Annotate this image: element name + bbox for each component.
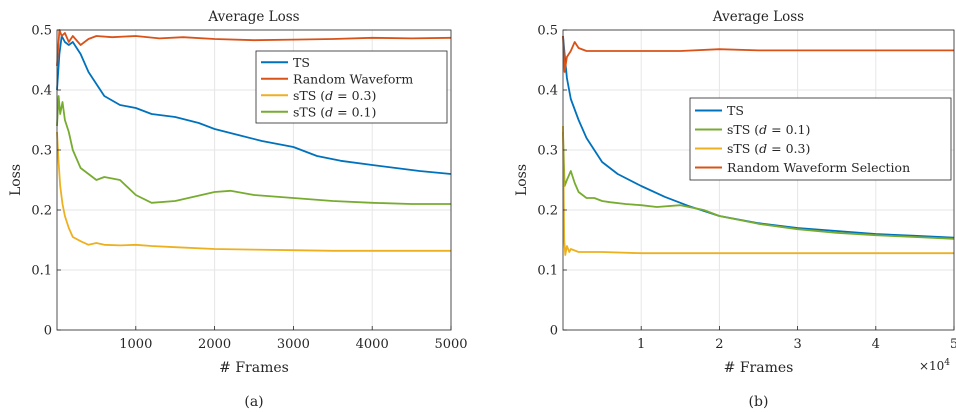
y-tick-label: 0.3 xyxy=(31,144,52,159)
series-line-0 xyxy=(562,35,955,239)
y-tick-label: 0.5 xyxy=(537,24,558,39)
y-tick-label: 0.3 xyxy=(537,144,558,159)
chart-panel-b: 1 2 3 4 5 0 0.1 0.2 0.3 0.4 0.5 ×104 Average Loss # F… xyxy=(514,9,956,410)
y-tick-label: 0.1 xyxy=(537,264,558,279)
x-tick-label: 5000 xyxy=(434,337,467,352)
y-tick-label: 0.2 xyxy=(31,204,52,219)
chart-title: Average Loss xyxy=(207,9,299,25)
x-tick-label: 2000 xyxy=(198,337,231,352)
axes-box xyxy=(56,29,452,331)
y-tick-label: 0 xyxy=(44,324,52,339)
y-tick-label: 0.1 xyxy=(31,264,52,279)
x-tick-label: 4000 xyxy=(356,337,389,352)
panel-caption: (a) xyxy=(244,394,263,410)
chart-panel-a: 1000 2000 3000 4000 5000 0 0.1 0.2 0.3 0.4 0.5 Aver… xyxy=(8,9,468,410)
y-tick-label: 0.4 xyxy=(537,84,558,99)
series-line-3 xyxy=(56,95,451,205)
chart-title: Average Loss xyxy=(712,9,804,25)
series-line-1 xyxy=(56,29,452,67)
legend-entry-label: Random Waveform xyxy=(293,71,413,86)
x-axis-label: # Frames xyxy=(219,360,289,376)
y-tick-label: 0.5 xyxy=(31,24,52,39)
legend-entry-label: sTS (d = 0.1) xyxy=(727,122,810,137)
legend: TS sTS (d = 0.1) sTS (d = 0.3) Random Wavef… xyxy=(689,97,952,181)
axes-box xyxy=(562,29,955,331)
x-axis-label: # Frames xyxy=(724,360,794,376)
y-axis-label: Loss xyxy=(8,164,24,196)
legend-entry-label: sTS (d = 0.1) xyxy=(293,104,376,119)
series-line-2 xyxy=(562,125,954,256)
x-tick-label: 3000 xyxy=(277,337,310,352)
panel-caption: (b) xyxy=(749,394,769,410)
x-tick-label: 3 xyxy=(793,337,801,352)
legend-entry-label: Random Waveform Selection xyxy=(727,160,910,175)
series-line-0 xyxy=(56,35,452,175)
x-tick-label: 1000 xyxy=(119,337,152,352)
legend-entry-label: TS xyxy=(293,55,310,70)
legend-box xyxy=(689,97,952,181)
x-tick-label: 4 xyxy=(872,337,880,352)
legend-entry-label: sTS (d = 0.3) xyxy=(727,141,810,156)
series-line-2 xyxy=(56,131,451,252)
y-tick-label: 0.2 xyxy=(537,204,558,219)
legend-entry-label: sTS (d = 0.3) xyxy=(293,88,376,103)
series-line-1 xyxy=(562,131,955,240)
x-tick-label: 2 xyxy=(715,337,723,352)
y-axis-label: Loss xyxy=(514,164,530,196)
y-tick-label: 0.4 xyxy=(31,84,52,99)
series-line-3 xyxy=(562,35,954,73)
y-tick-label: 0 xyxy=(550,324,558,339)
x-tick-label: 1 xyxy=(637,337,645,352)
x-exponent-label: ×104 xyxy=(919,358,950,373)
legend-entry-label: TS xyxy=(727,103,744,118)
x-tick-label: 5 xyxy=(950,337,956,352)
